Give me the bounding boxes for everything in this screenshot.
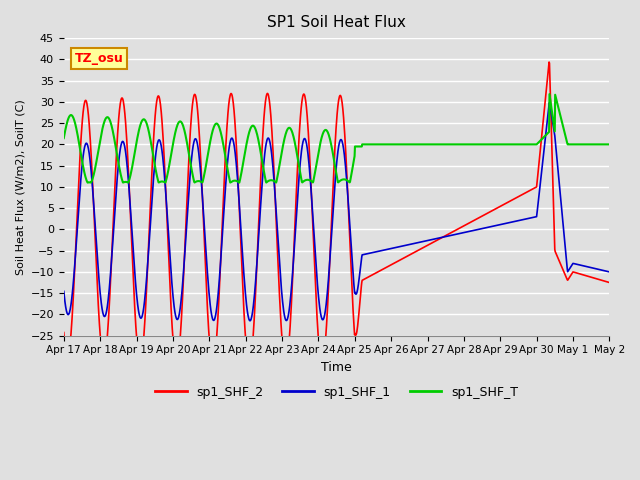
X-axis label: Time: Time xyxy=(321,361,352,374)
Title: SP1 Soil Heat Flux: SP1 Soil Heat Flux xyxy=(267,15,406,30)
Legend: sp1_SHF_2, sp1_SHF_1, sp1_SHF_T: sp1_SHF_2, sp1_SHF_1, sp1_SHF_T xyxy=(150,381,523,404)
Text: TZ_osu: TZ_osu xyxy=(75,52,124,65)
Y-axis label: Soil Heat Flux (W/m2), SoilT (C): Soil Heat Flux (W/m2), SoilT (C) xyxy=(15,99,25,275)
